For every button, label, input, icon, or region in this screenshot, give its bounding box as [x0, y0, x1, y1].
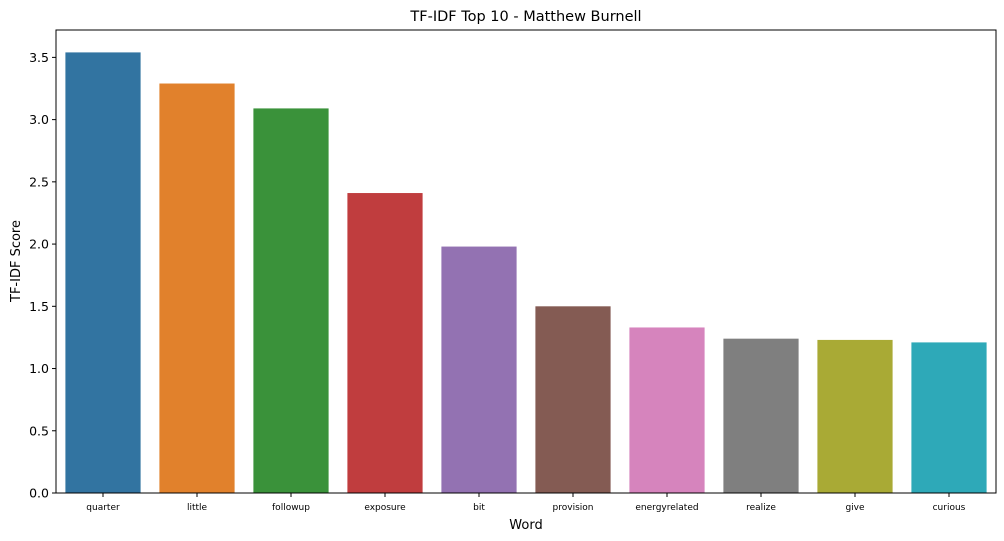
bar-energyrelated — [629, 327, 705, 493]
x-axis-label: Word — [509, 518, 542, 533]
x-tick-label: followup — [272, 503, 310, 513]
bar-realize — [723, 338, 799, 493]
bar-provision — [535, 306, 611, 493]
bar-curious — [911, 342, 987, 493]
y-axis-label: TF-IDF Score — [9, 220, 24, 303]
x-tick-label: quarter — [86, 503, 120, 513]
y-tick-label: 0.5 — [29, 423, 49, 438]
x-axis: quarter little followup exposure bit provisio… — [86, 493, 966, 513]
y-tick-label: 2.0 — [29, 237, 49, 252]
bars-group — [65, 52, 987, 494]
x-tick-label: bit — [473, 503, 485, 513]
y-tick-label: 2.5 — [29, 174, 49, 189]
y-tick-label: 3.0 — [29, 112, 49, 127]
x-tick-label: curious — [933, 503, 966, 513]
x-tick-label: realize — [746, 503, 776, 513]
plot-frame — [55, 29, 997, 494]
y-axis: 0.0 0.5 1.0 1.5 2.0 2.5 3.0 3.5 — [29, 50, 56, 501]
y-tick-label: 1.0 — [29, 361, 49, 376]
y-tick-label: 1.5 — [29, 299, 49, 314]
bar-followup — [253, 108, 329, 494]
x-tick-label: exposure — [364, 503, 406, 513]
y-tick-label: 0.0 — [29, 486, 49, 501]
bar-bit — [441, 246, 517, 493]
chart-title: TF-IDF Top 10 - Matthew Burnell — [409, 9, 641, 25]
x-tick-label: energyrelated — [635, 503, 698, 513]
bar-exposure — [347, 193, 423, 493]
bar-give — [817, 339, 893, 493]
bar-quarter — [65, 52, 141, 493]
x-tick-label: little — [187, 503, 208, 513]
x-tick-label: provision — [553, 503, 594, 513]
y-tick-label: 3.5 — [29, 50, 49, 65]
bar-little — [159, 83, 235, 494]
x-tick-label: give — [845, 503, 865, 513]
